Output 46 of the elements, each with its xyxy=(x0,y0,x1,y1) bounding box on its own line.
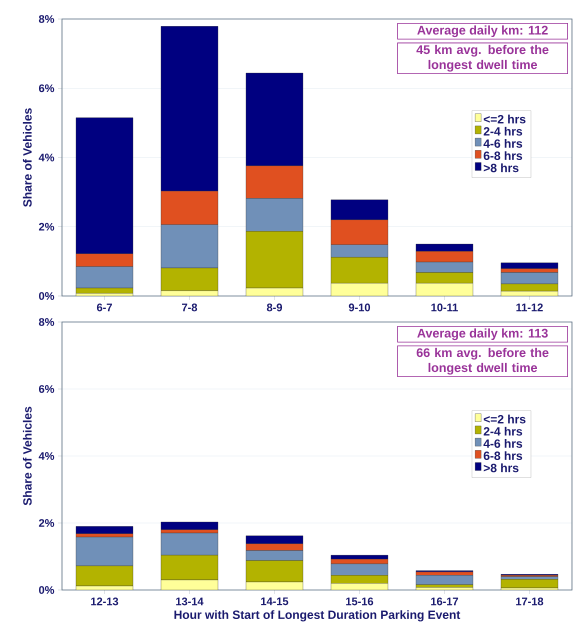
bar xyxy=(330,283,388,296)
bar xyxy=(330,555,388,560)
y-tick-label: 2% xyxy=(38,519,54,527)
y-axis-title: Share of Vehicles xyxy=(22,108,32,207)
legend-label: 2-4 hrs xyxy=(484,126,522,136)
x-tick-label: 16-17 xyxy=(431,598,458,606)
y-tick-label: 0% xyxy=(39,586,54,594)
bar xyxy=(76,526,134,534)
bar xyxy=(160,522,218,530)
x-tick-label: 12-13 xyxy=(91,598,118,606)
x-tick-label: 6-7 xyxy=(96,304,112,312)
legend-label: 4-6 hrs xyxy=(483,139,522,148)
y-axis-title: Share of Vehicles xyxy=(22,406,32,506)
legend-label: <=2 hrs xyxy=(484,414,526,424)
y-tick-label: 8% xyxy=(38,15,54,23)
x-tick-label: 11-12 xyxy=(516,304,543,312)
annotation: 45 km avg. before the longest dwell time xyxy=(416,44,548,72)
x-tick-label: 13-14 xyxy=(176,598,204,606)
annotation: Average daily km: 112 xyxy=(417,25,548,38)
legend-label: 6-8 hrs xyxy=(484,151,522,160)
x-tick-label: 17-18 xyxy=(516,598,544,606)
y-tick-label: 4% xyxy=(38,452,54,460)
legend-label: 6-8 hrs xyxy=(484,451,522,460)
x-tick-label: 15-16 xyxy=(346,598,374,606)
y-tick-label: 4% xyxy=(38,154,54,162)
x-axis-title: Hour with Start of Longest Duration Parking Event xyxy=(174,610,460,622)
y-tick-label: 8% xyxy=(38,318,54,326)
y-tick-label: 6% xyxy=(38,84,54,92)
legend-label: >8 hrs xyxy=(484,163,518,172)
legend-label: >8 hrs xyxy=(484,463,518,472)
x-tick-label: 9-10 xyxy=(348,304,370,312)
bar xyxy=(416,575,474,585)
legend-label: 2-4 hrs xyxy=(484,426,522,436)
annotation: 66 km avg. before the longest dwell time xyxy=(416,348,548,375)
annotation: Average daily km: 113 xyxy=(417,328,548,340)
bar xyxy=(416,283,473,296)
x-tick-label: 7-8 xyxy=(182,304,198,312)
x-tick-label: 14-15 xyxy=(261,598,288,606)
x-tick-label: 8-9 xyxy=(266,304,282,312)
y-tick-label: 2% xyxy=(38,222,54,231)
x-tick-label: 10-11 xyxy=(431,304,458,312)
y-tick-label: 6% xyxy=(38,385,54,393)
y-tick-label: 0% xyxy=(39,292,54,300)
legend-label: 4-6 hrs xyxy=(483,439,522,448)
bar xyxy=(500,262,558,269)
legend-label: <=2 hrs xyxy=(484,114,526,124)
